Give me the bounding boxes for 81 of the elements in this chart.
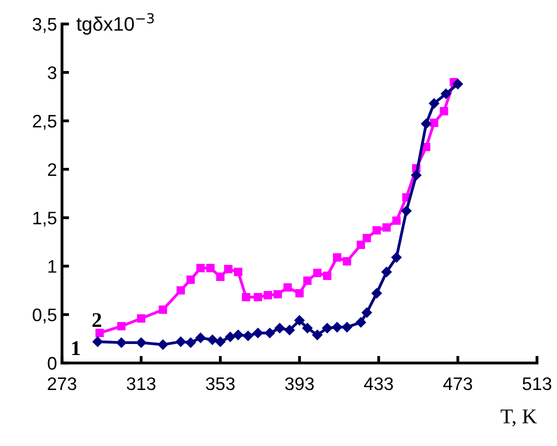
point xyxy=(234,268,242,276)
point xyxy=(225,332,236,342)
x-axis-title: T, K xyxy=(500,410,537,426)
point xyxy=(382,223,391,232)
x-tick-label: 313 xyxy=(126,377,156,390)
point xyxy=(391,252,402,263)
point xyxy=(207,334,218,345)
annotation: 1 xyxy=(72,341,80,356)
point xyxy=(264,291,272,300)
point xyxy=(428,98,440,109)
point xyxy=(362,234,371,242)
x-tick-label: 433 xyxy=(364,377,393,390)
y-tick-label: 0 xyxy=(48,356,56,370)
point xyxy=(342,322,352,332)
x-tick-label: 393 xyxy=(285,377,314,390)
point xyxy=(312,330,322,340)
x-tick-label: 273 xyxy=(48,377,76,390)
point xyxy=(158,306,168,314)
point xyxy=(356,317,366,328)
point xyxy=(295,289,304,298)
point xyxy=(176,336,186,347)
point xyxy=(356,240,366,249)
point xyxy=(242,330,254,341)
point xyxy=(313,268,322,278)
point xyxy=(283,283,292,292)
point xyxy=(264,328,275,338)
point xyxy=(195,332,206,343)
point xyxy=(233,330,244,340)
point xyxy=(176,286,185,295)
point xyxy=(392,216,401,225)
point xyxy=(215,336,226,347)
y-axis-title: tgδx10$^{−3}$ xyxy=(76,13,154,35)
point xyxy=(116,338,126,348)
x-tick-label: 353 xyxy=(206,377,235,390)
point xyxy=(284,324,295,336)
point xyxy=(117,322,126,330)
point xyxy=(252,328,264,338)
point xyxy=(254,292,262,302)
point xyxy=(95,328,104,338)
point xyxy=(452,78,463,90)
point xyxy=(372,288,382,298)
point xyxy=(196,264,205,272)
y-tick-label: 3,5 xyxy=(32,18,56,33)
point xyxy=(136,338,146,348)
y-tick-label: 0,5 xyxy=(32,308,56,324)
point xyxy=(440,88,452,99)
point xyxy=(186,276,195,284)
point xyxy=(158,339,168,350)
y-tick-label: 1 xyxy=(48,260,56,273)
point xyxy=(137,314,146,323)
point xyxy=(372,226,381,234)
point xyxy=(303,276,312,285)
y-tick-label: 3 xyxy=(48,66,56,80)
point xyxy=(242,292,250,302)
annotation: 2 xyxy=(92,313,102,327)
point xyxy=(206,264,215,272)
point xyxy=(186,338,196,348)
point xyxy=(323,272,332,280)
point xyxy=(302,323,313,334)
point xyxy=(274,290,282,298)
y-tick-label: 1,5 xyxy=(33,212,56,227)
point xyxy=(92,336,103,347)
x-tick-label: 473 xyxy=(443,377,472,390)
point xyxy=(224,264,232,274)
point xyxy=(362,308,372,318)
point xyxy=(430,118,438,127)
point xyxy=(421,118,432,129)
point xyxy=(332,253,342,262)
point xyxy=(411,170,422,180)
point xyxy=(294,315,305,326)
point xyxy=(274,323,285,334)
y-tick-label: 2 xyxy=(48,163,56,176)
point xyxy=(322,323,332,334)
point xyxy=(216,272,224,281)
x-tick-label: 513 xyxy=(522,377,552,390)
point xyxy=(342,257,352,266)
point xyxy=(401,206,412,216)
point xyxy=(381,266,392,278)
y-tick-label: 2,5 xyxy=(32,114,56,130)
point xyxy=(440,107,448,116)
point xyxy=(332,322,342,332)
